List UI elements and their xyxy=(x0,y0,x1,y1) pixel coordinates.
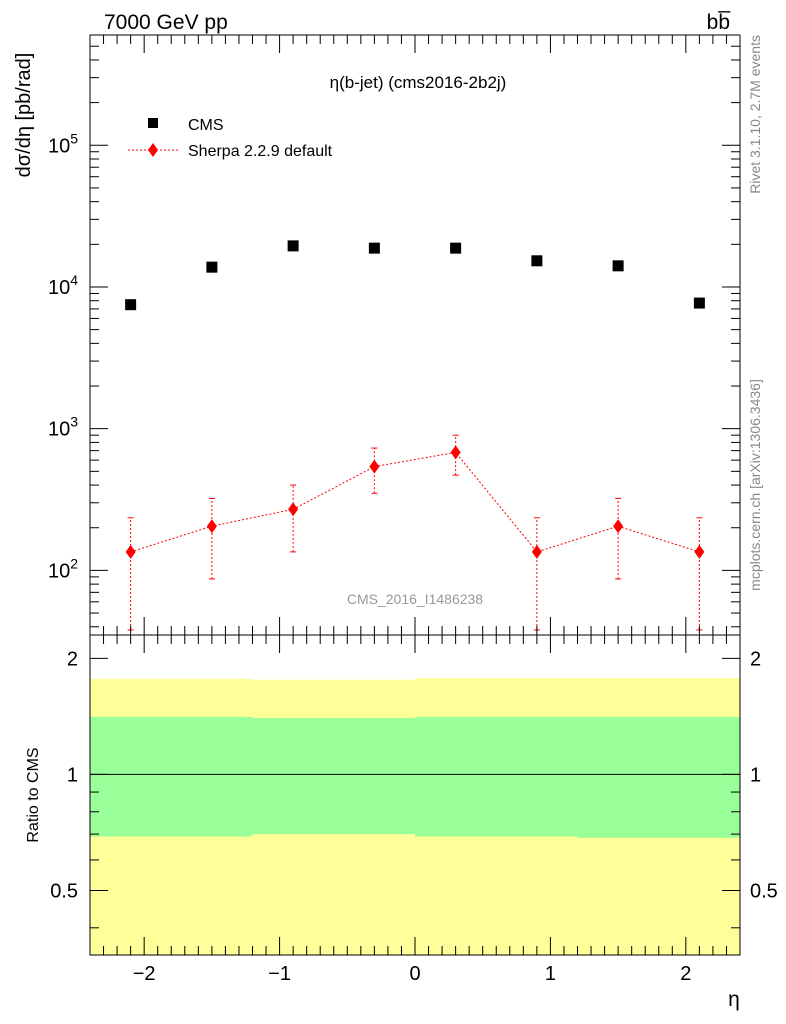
ratio-panel: 0.5 0.5 1 1 2 2 −2 −1 0 1 2 Ratio to CMS η xyxy=(25,634,778,1011)
legend-cms-label: CMS xyxy=(188,117,224,134)
ratio-y-tick-label: 0.5 xyxy=(50,880,78,902)
x-tick-label: −1 xyxy=(268,963,291,985)
cms-data-point xyxy=(450,242,462,254)
sherpa-point xyxy=(531,544,542,559)
cms-data-point xyxy=(612,260,624,272)
cms-data-point xyxy=(206,261,218,273)
ratio-band-stat-segment xyxy=(252,718,415,835)
cms-data-point xyxy=(287,240,299,252)
sherpa-point xyxy=(288,502,299,517)
chart-title: η(b-jet) (cms2016-2b2j) xyxy=(330,73,507,92)
y-tick-label: 103 xyxy=(48,414,78,441)
ratio-y-axis-label: Ratio to CMS xyxy=(25,747,42,842)
sherpa-point xyxy=(369,459,380,474)
x-tick-label: −2 xyxy=(133,963,156,985)
main-plot-area xyxy=(125,240,705,631)
x-tick-label: 1 xyxy=(545,963,556,985)
sherpa-point xyxy=(450,445,461,460)
legend-cms-marker xyxy=(148,118,158,128)
sherpa-point xyxy=(206,519,217,534)
ratio-band-stat-segment xyxy=(415,716,578,837)
rivet-version-label: Rivet 3.1.10, 2.7M events xyxy=(747,35,763,194)
analysis-watermark: CMS_2016_I1486238 xyxy=(347,591,483,607)
ratio-y-tick-label: 1 xyxy=(67,764,78,786)
x-tick-label: 0 xyxy=(409,963,420,985)
legend: CMS Sherpa 2.2.9 default xyxy=(128,117,333,160)
main-axis-ticks: 102 103 104 105 xyxy=(48,34,741,635)
ratio-y-tick-label-right: 1 xyxy=(750,764,761,786)
mcplots-source-label: mcplots.cern.ch [arXiv:1306.3436] xyxy=(747,379,763,591)
main-panel: 102 103 104 105 η(b-jet) (cms2016-2b2j) CMS… xyxy=(13,34,741,636)
legend-sherpa-marker xyxy=(148,143,158,157)
ratio-band-stat-segment xyxy=(90,716,253,837)
x-tick-label: 2 xyxy=(680,963,691,985)
cms-data-point xyxy=(125,299,137,311)
sherpa-point xyxy=(125,544,136,559)
y-tick-label: 104 xyxy=(48,272,78,299)
sherpa-point xyxy=(694,544,705,559)
sherpa-point xyxy=(613,519,624,534)
y-axis-label: dσ/dη [pb/rad] xyxy=(13,53,35,178)
ratio-plot-area xyxy=(90,677,740,955)
ratio-axis-ticks: 0.5 0.5 1 1 2 2 −2 −1 0 1 2 xyxy=(50,635,778,985)
ratio-y-tick-label-right: 0.5 xyxy=(750,880,778,902)
ratio-y-tick-label-right: 2 xyxy=(750,648,761,670)
process-label: bb̅ xyxy=(707,11,732,34)
cms-data-point xyxy=(368,242,380,254)
sherpa-line xyxy=(130,451,700,553)
y-tick-label: 102 xyxy=(48,555,78,582)
cms-data-point xyxy=(693,297,705,309)
x-axis-label: η xyxy=(728,988,740,1011)
legend-sherpa-label: Sherpa 2.2.9 default xyxy=(188,143,333,160)
cms-data-point xyxy=(531,255,543,267)
y-tick-label: 105 xyxy=(48,130,78,157)
ratio-band-stat-segment xyxy=(577,716,740,838)
collision-label: 7000 GeV pp xyxy=(104,11,228,34)
ratio-y-tick-label: 2 xyxy=(67,648,78,670)
